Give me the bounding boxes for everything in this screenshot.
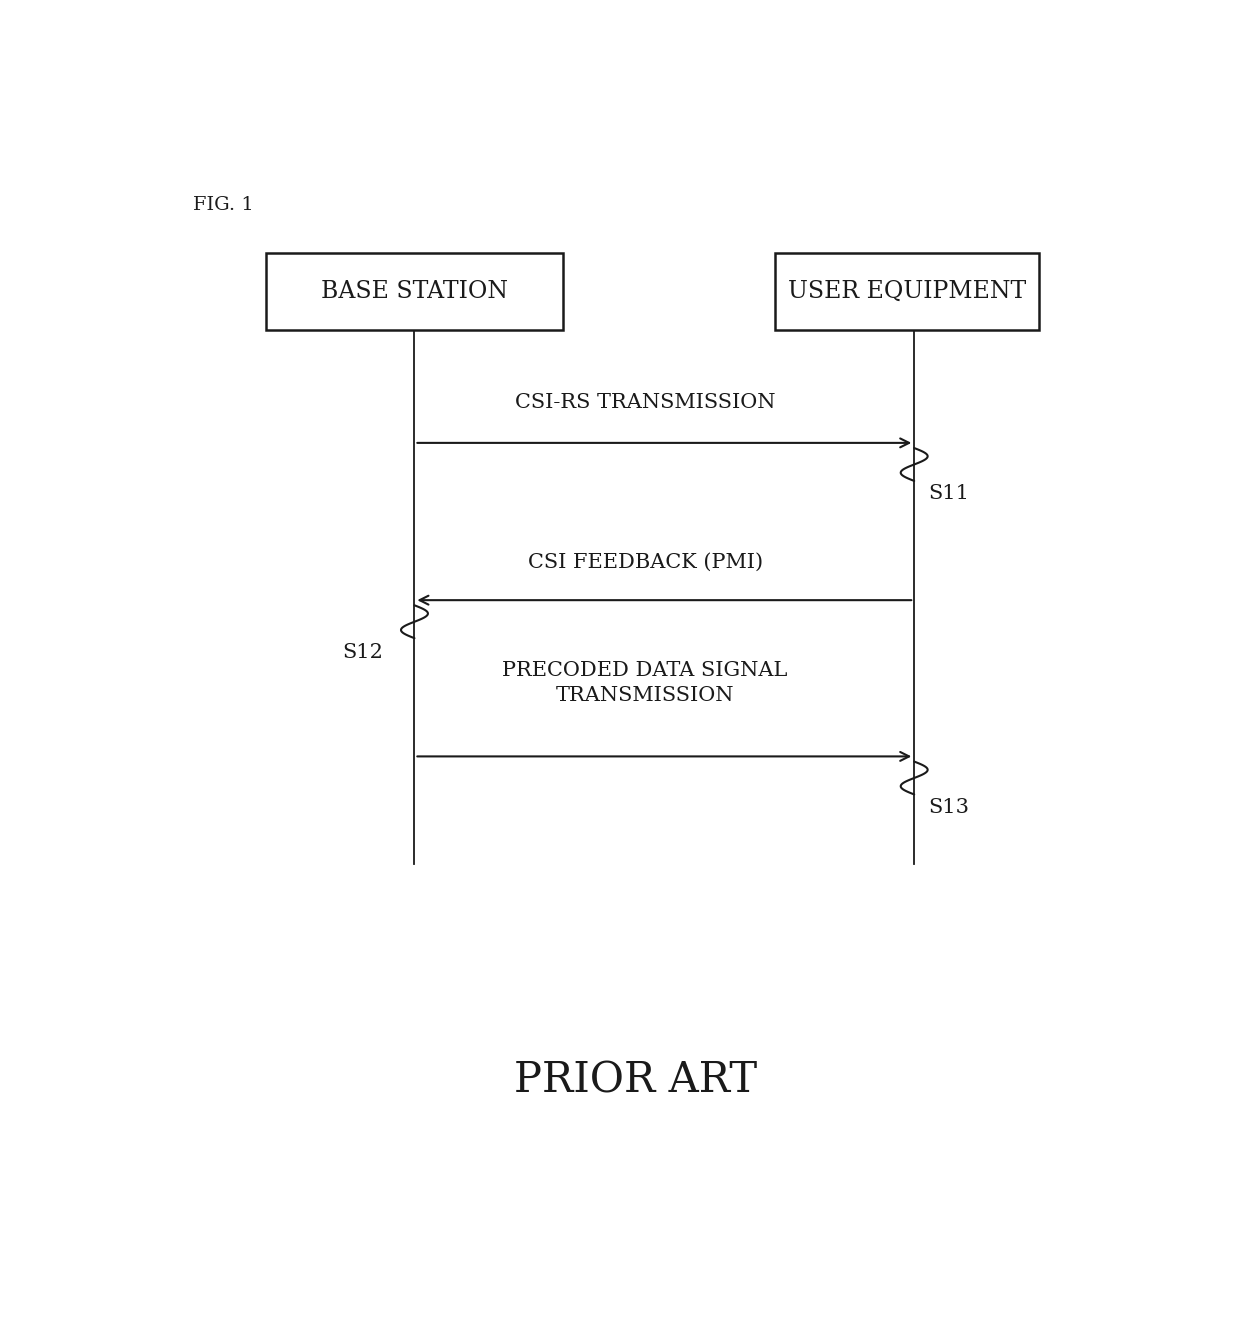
- FancyBboxPatch shape: [265, 252, 563, 330]
- Text: S12: S12: [342, 643, 383, 662]
- Text: USER EQUIPMENT: USER EQUIPMENT: [787, 280, 1027, 303]
- Text: PRIOR ART: PRIOR ART: [513, 1059, 758, 1101]
- Text: FIG. 1: FIG. 1: [193, 196, 254, 214]
- Text: BASE STATION: BASE STATION: [321, 280, 508, 303]
- Text: S11: S11: [929, 485, 970, 503]
- Text: CSI FEEDBACK (PMI): CSI FEEDBACK (PMI): [527, 553, 763, 571]
- Text: S13: S13: [929, 797, 970, 817]
- FancyBboxPatch shape: [775, 252, 1039, 330]
- Text: PRECODED DATA SIGNAL
TRANSMISSION: PRECODED DATA SIGNAL TRANSMISSION: [502, 661, 787, 705]
- Text: CSI-RS TRANSMISSION: CSI-RS TRANSMISSION: [515, 392, 775, 413]
